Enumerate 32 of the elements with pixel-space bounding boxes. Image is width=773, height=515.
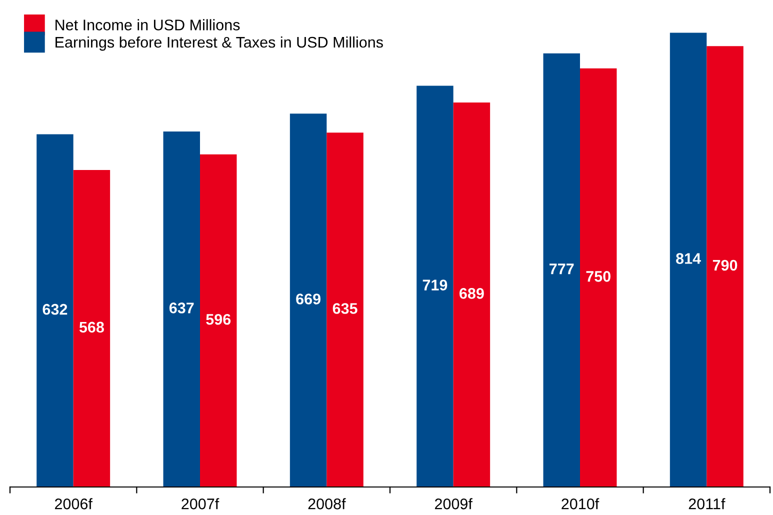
- data-label: 637: [169, 302, 194, 314]
- x-tick-label: 2008f: [308, 498, 346, 510]
- bar: [326, 132, 364, 487]
- data-label: 689: [460, 288, 484, 299]
- bar: [580, 68, 617, 487]
- bar: [543, 53, 580, 487]
- x-tick-label: 2011f: [688, 498, 726, 510]
- x-tick-label: 2010f: [562, 498, 600, 510]
- bar: [706, 46, 744, 487]
- bar: [73, 170, 110, 487]
- data-label: 719: [422, 280, 448, 290]
- data-label: 568: [79, 322, 104, 333]
- data-label: 814: [676, 253, 701, 264]
- bar: [290, 114, 327, 487]
- bar: [416, 86, 454, 487]
- data-label: 750: [586, 271, 610, 282]
- legend-label: Earnings before Interest & Taxes in USD Millions: [56, 36, 383, 51]
- bar: [670, 32, 707, 487]
- data-label: 596: [206, 314, 231, 325]
- legend-label: Net Income in USD Millions: [56, 19, 240, 30]
- bar: [36, 134, 74, 487]
- data-label: 790: [712, 260, 738, 271]
- data-label: 669: [296, 294, 320, 304]
- bar: [200, 154, 237, 487]
- data-label: 635: [332, 303, 358, 314]
- x-tick-label: 2009f: [434, 498, 472, 510]
- data-label: 777: [550, 264, 574, 274]
- bar: [163, 131, 200, 487]
- x-tick-label: 2007f: [182, 498, 220, 510]
- x-tick-label: 2006f: [54, 498, 92, 510]
- bar: [453, 102, 490, 487]
- data-label: 632: [42, 304, 68, 315]
